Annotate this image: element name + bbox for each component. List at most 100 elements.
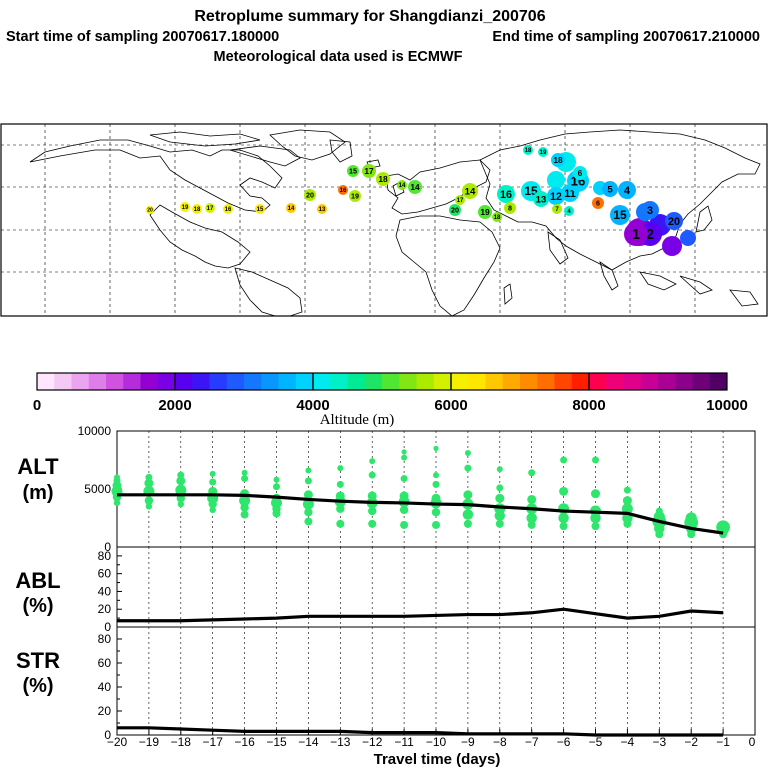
colorbar-cell [140, 373, 159, 390]
altitude-point [175, 484, 187, 496]
x-tick-label: 0 [749, 735, 756, 749]
altitude-point [145, 473, 153, 481]
altitude-point [335, 491, 345, 501]
map-marker [304, 189, 316, 201]
altitude-point [240, 510, 249, 519]
map-marker [573, 166, 587, 180]
panel-alt: 10000 5000 0 ALT (m) [17, 424, 756, 554]
colorbar-cell [209, 373, 228, 390]
map-marker-label: 20 [668, 216, 680, 228]
colorbar-cells [37, 373, 728, 390]
altitude-point [239, 495, 251, 507]
y-tick-label: 40 [98, 584, 112, 598]
altitude-point [464, 450, 471, 457]
x-tick-label: −11 [394, 735, 414, 749]
panel-label: ALT [17, 454, 59, 479]
altitude-point [496, 466, 503, 473]
map-plume-blob [680, 230, 696, 246]
altitude-point [304, 508, 313, 517]
colorbar-cell [347, 373, 366, 390]
map-marker-label: 16 [500, 189, 512, 201]
colorbar-tick-label: 6000 [434, 397, 467, 414]
map-marker [665, 212, 683, 230]
y-tick-label: 60 [98, 567, 112, 581]
altitude-point [401, 449, 407, 455]
colorbar-cell [606, 373, 624, 390]
map-marker [455, 195, 465, 205]
map-marker-label: 20 [451, 206, 459, 215]
map-marker [641, 201, 659, 219]
altitude-point [432, 520, 440, 529]
map-marker-label: 6 [596, 199, 600, 208]
altitude-point [558, 512, 569, 524]
altitude-point [400, 475, 408, 483]
colorbar-cell [261, 373, 279, 390]
map-marker [523, 145, 533, 155]
colorbar-cell [330, 373, 348, 390]
map-marker [397, 180, 407, 190]
x-tick-label: −12 [362, 735, 383, 749]
altitude-point [432, 480, 440, 488]
map-marker-label: 1 [632, 227, 640, 243]
altitude-point [560, 456, 568, 464]
map-marker [552, 204, 562, 214]
x-tick-label: −19 [139, 735, 160, 749]
altitude-point [369, 458, 376, 465]
altitude-point [302, 498, 314, 510]
altitude-point [209, 470, 216, 477]
colorbar-tick-label: 4000 [296, 397, 329, 414]
x-tick-label: −13 [330, 735, 351, 749]
altitude-point [368, 519, 377, 528]
colorbar-cell [675, 373, 693, 390]
map-marker [462, 183, 478, 199]
map-marker [504, 202, 516, 214]
altitude-point [399, 491, 409, 501]
map-marker [592, 197, 604, 209]
altitude-point [527, 520, 536, 529]
altitude-point [431, 508, 441, 517]
map-marker-label: 16 [340, 188, 347, 194]
map-marker [610, 205, 630, 225]
map-marker-label: 8 [508, 204, 512, 213]
map-marker [533, 191, 549, 207]
altitude-point [303, 490, 313, 500]
colorbar-cell [623, 373, 642, 390]
colorbar-cell [278, 373, 297, 390]
map-marker [317, 204, 327, 214]
map-marker [618, 181, 636, 199]
map-marker-label: 4 [624, 185, 630, 197]
map-marker-label: 15 [349, 167, 357, 176]
map-marker-label: 19 [182, 205, 189, 211]
colorbar-frame [36, 372, 728, 391]
altitude-point [527, 494, 537, 504]
map-marker-label: 20 [147, 208, 153, 214]
x-tick-label: −10 [426, 735, 447, 749]
map-marker-label: 3 [647, 205, 653, 217]
altitude-point [144, 478, 154, 488]
colorbar-cell [537, 373, 555, 390]
map-marker [349, 190, 361, 202]
panel-str: 80 60 40 20 0 STR(%) [16, 626, 756, 742]
altitude-point [526, 512, 537, 524]
altitude-point [464, 464, 472, 472]
altitude-point [241, 469, 248, 476]
map-marker-label: 15 [257, 207, 264, 213]
colorbar-cell [106, 373, 124, 390]
colorbar-cell [709, 373, 728, 390]
map-plume-blob [547, 171, 565, 189]
colorbar-cell [692, 373, 711, 390]
altitude-point [209, 506, 216, 514]
colorbar-tick-label: 0 [33, 397, 41, 414]
altitude-point [685, 512, 697, 524]
colorbar-cell [589, 373, 607, 390]
map-marker-label: 6 [578, 168, 583, 178]
altitude-point [495, 519, 504, 528]
colorbar-cell [433, 373, 452, 390]
x-axis: −20 −19 −18 −17 −16 −15 −14 −13 −12 −11 −10 −9 −8 −7−… [107, 729, 756, 749]
altitude-point [655, 507, 663, 515]
y-tick-label: 40 [98, 680, 112, 694]
map-marker [551, 153, 565, 167]
colorbar-cell [88, 373, 107, 390]
y-tick-label: 0 [104, 540, 111, 554]
altitude-point [368, 506, 377, 516]
